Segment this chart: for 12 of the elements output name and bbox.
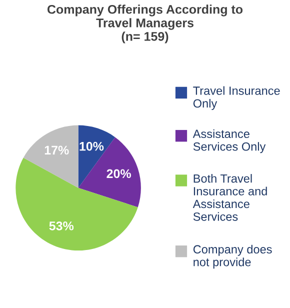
- chart-title: Company Offerings According to Travel Managers (n= 159): [47, 4, 243, 44]
- pie-slice: [23, 125, 78, 188]
- legend-label: Assistance Services Only: [192, 129, 266, 154]
- legend-label: Company does not provide: [193, 244, 272, 269]
- data-label: 53%: [49, 221, 74, 230]
- data-label: 10%: [80, 142, 104, 151]
- legend-label: Both Travel Insurance and Assistance Services: [192, 174, 267, 221]
- legend-label: Travel Insurance Only: [193, 86, 280, 110]
- pie-slice: [16, 158, 138, 251]
- pie-slice: [78, 137, 141, 208]
- data-label: 17%: [44, 146, 69, 155]
- data-label: 20%: [106, 169, 131, 178]
